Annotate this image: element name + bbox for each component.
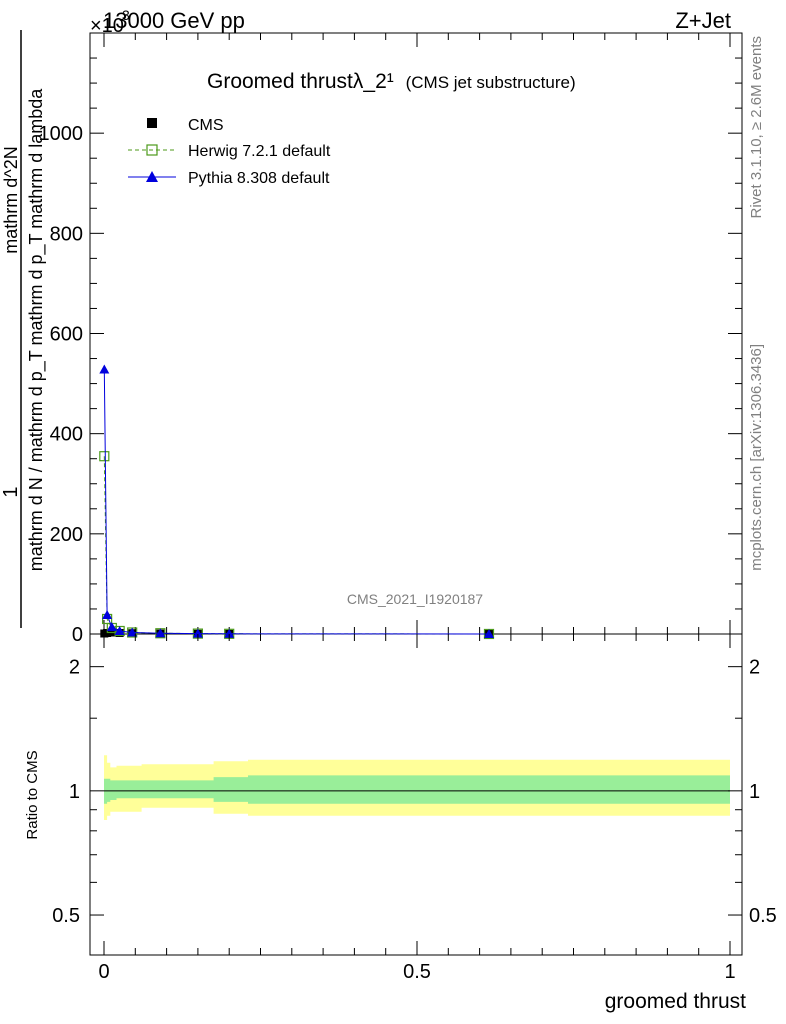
- y-exponent-label: ×10: [90, 15, 124, 37]
- legend-herwig-label: Herwig 7.2.1 default: [188, 143, 331, 160]
- y-label-numerator-top: mathrm d^2N: [1, 146, 21, 253]
- ratio-y-tick-label: 2: [69, 657, 80, 679]
- pythia-point: [155, 628, 166, 638]
- main-series-group: [99, 364, 495, 640]
- pythia-point: [192, 628, 203, 638]
- pythia-point: [224, 628, 235, 638]
- x-tick-label: 0.5: [403, 961, 431, 983]
- analysis-watermark: CMS_2021_I1920187: [347, 591, 483, 607]
- pythia-point: [483, 628, 494, 638]
- chart-title-main: Groomed thrustλ_2¹: [207, 70, 394, 93]
- y-tick-label: 600: [50, 324, 83, 346]
- header-energy-label: 13000 GeV pp: [103, 8, 245, 33]
- legend-pythia-label: Pythia 8.308 default: [188, 170, 330, 187]
- chart-title: Groomed thrustλ_2¹ (CMS jet substructure…: [207, 70, 576, 93]
- legend-herwig-marker: [146, 144, 158, 156]
- series-line-1: [103, 456, 490, 635]
- y-label-denominator: mathrm d N / mathrm d p_T mathrm d p_T m…: [26, 88, 47, 571]
- ratio-y-label: Ratio to CMS: [24, 750, 41, 839]
- legend-cms-marker: [147, 118, 157, 128]
- y-tick-label: 1000: [39, 123, 84, 145]
- y-tick-label: 800: [50, 223, 83, 245]
- pythia-point: [127, 627, 138, 637]
- y-tick-label: 200: [50, 524, 83, 546]
- y-label-one: 1: [0, 486, 22, 497]
- ratio-y-tick-label-right: 1: [749, 781, 760, 803]
- legend: CMS Herwig 7.2.1 default Pythia 8.308 de…: [128, 117, 331, 187]
- y-tick-label: 0: [72, 624, 83, 646]
- chart-subtitle: (CMS jet substructure): [406, 73, 576, 92]
- x-tick-label: 1: [724, 961, 735, 983]
- pythia-point: [102, 609, 113, 619]
- herwig-point: [99, 451, 110, 462]
- ratio-bands-group: [104, 755, 730, 820]
- x-axis-label: groomed thrust: [605, 990, 746, 1013]
- main-y-axis-label: 1 mathrm d N / mathrm d p_T mathrm d p_T…: [0, 30, 47, 628]
- stat-uncertainty-band: [104, 775, 730, 804]
- ratio-y-tick-label-right: 0.5: [749, 905, 777, 927]
- pythia-point: [99, 364, 110, 374]
- y-tick-label: 400: [50, 424, 83, 446]
- ratio-y-tick-label-right: 2: [749, 657, 760, 679]
- mcplots-label: mcplots.cern.ch [arXiv:1306.3436]: [748, 344, 765, 571]
- ratio-y-tick-label: 0.5: [52, 905, 80, 927]
- ratio-axis-ticks: 0.5 0.5 1 1 2 2 0 0.5 1: [52, 634, 777, 983]
- legend-cms-label: CMS: [188, 117, 224, 134]
- pythia-point: [114, 625, 125, 635]
- main-axis-ticks: 0 200 400 600 800 1000: [39, 33, 742, 646]
- rivet-version-label: Rivet 3.1.10, ≥ 2.6M events: [748, 36, 765, 219]
- y-exponent-power: 3: [122, 7, 130, 23]
- header-process-label: Z+Jet: [675, 8, 731, 33]
- pythia-point: [106, 621, 117, 631]
- ratio-y-tick-label: 1: [69, 781, 80, 803]
- x-tick-label: 0: [98, 961, 109, 983]
- legend-pythia-marker: [146, 171, 158, 182]
